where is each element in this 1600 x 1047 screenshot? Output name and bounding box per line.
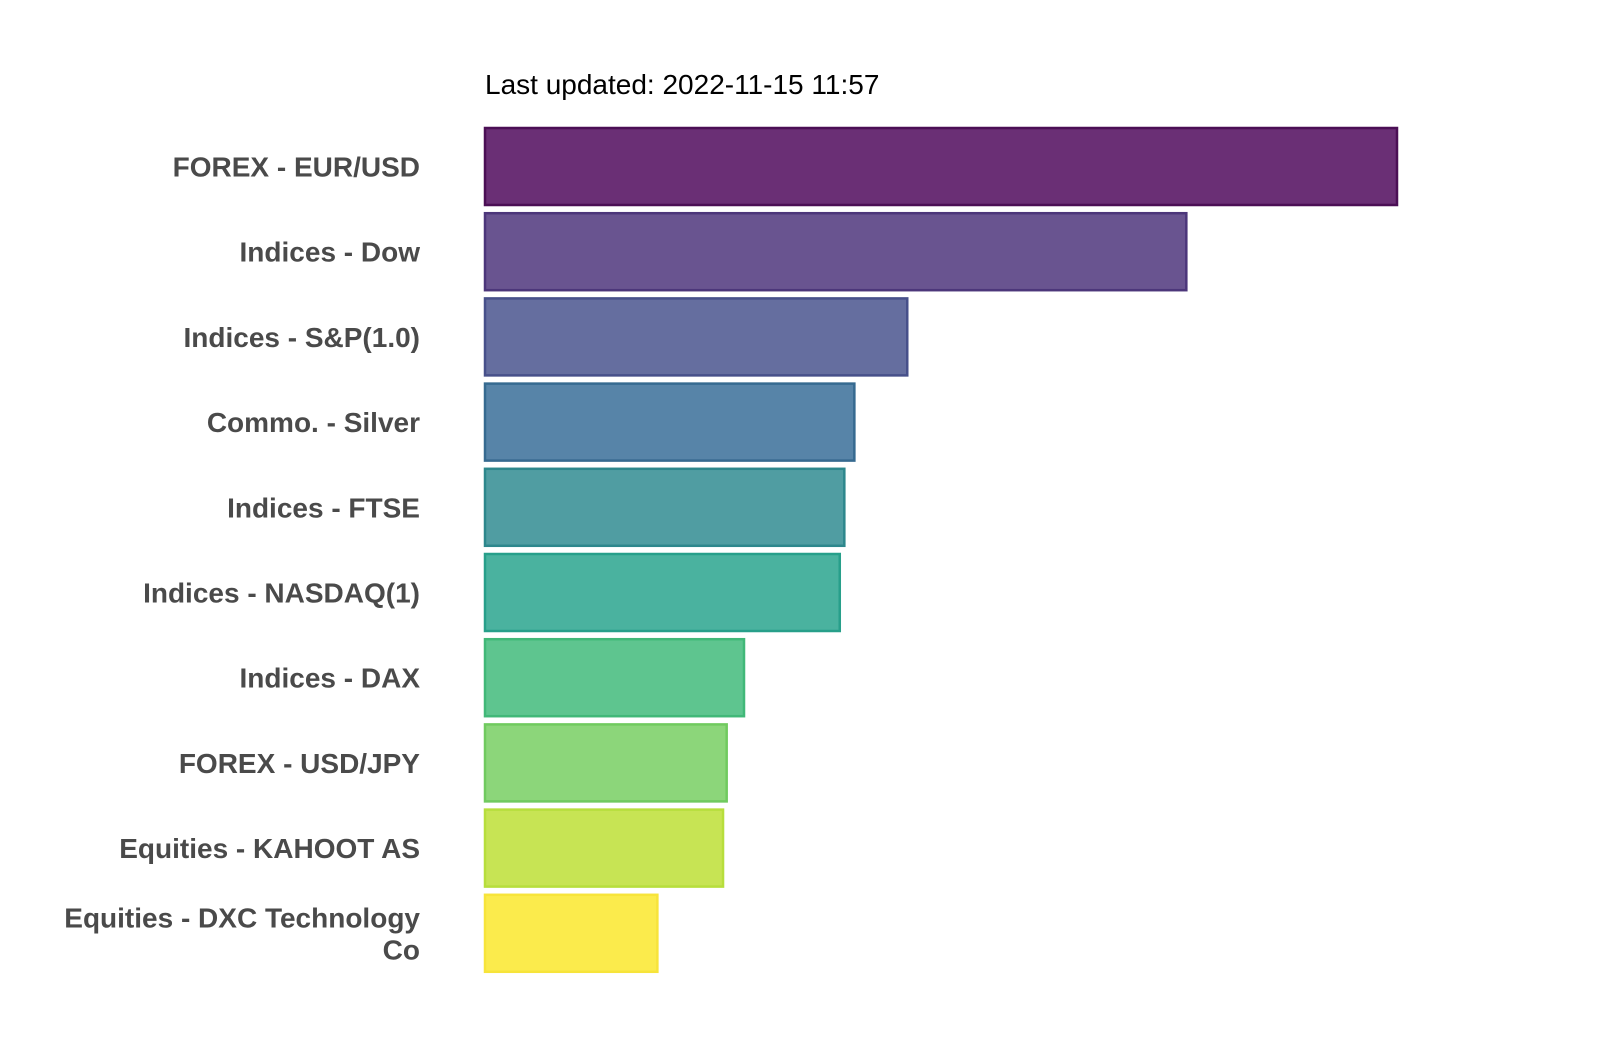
category-label: Indices - NASDAQ(1) [143,578,420,609]
bar[interactable] [483,467,846,548]
category-label: FOREX - USD/JPY [179,748,420,779]
category-label: FOREX - EUR/USD [173,152,420,183]
bars-group [483,126,1399,974]
bar[interactable] [483,808,725,888]
category-label: Equities - KAHOOT AS [119,833,420,864]
category-label: Indices - FTSE [227,492,420,523]
chart-subtitle: Last updated: 2022-11-15 11:57 [485,69,879,100]
bar[interactable] [483,893,659,974]
category-label: Equities - DXC Technology Co [64,902,420,965]
bar[interactable] [483,637,746,718]
bar[interactable] [483,382,856,462]
category-labels: FOREX - EUR/USD Indices - Dow Indices - S&… [64,152,420,966]
category-label: Indices - Dow [240,237,421,268]
bar[interactable] [483,552,842,633]
category-label: Indices - S&P(1.0) [183,322,420,353]
category-label: Indices - DAX [240,663,421,694]
bar[interactable] [483,126,1399,207]
bar[interactable] [483,211,1188,292]
category-label: Commo. - Silver [207,407,420,438]
bar[interactable] [483,723,728,803]
bar[interactable] [483,297,909,377]
